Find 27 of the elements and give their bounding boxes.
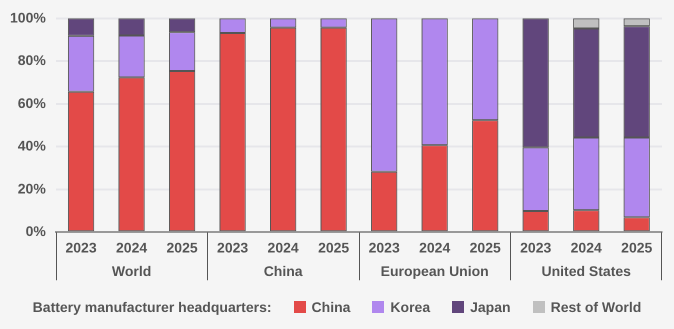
text: China [264,263,303,280]
x-tick-label: 2025 [470,239,501,256]
y-tick-label: 60% [18,94,46,111]
x-tick-label: 2025 [621,239,653,256]
legend-label: Korea [390,299,430,315]
x-tick-label: 2025 [318,239,350,256]
text: World [112,263,152,280]
legend-label: China [312,299,350,315]
x-tick-label: 2023 [217,239,248,256]
x-tick-label: 2024 [116,239,148,256]
x-tick-label: 2023 [65,239,97,256]
legend-title: Battery manufacturer headquarters: [32,299,272,315]
x-tick-label: 2023 [368,239,400,256]
text: United States [541,263,632,280]
x-tick-label: 2024 [419,239,450,256]
x-tick-label: 2024 [268,239,299,256]
y-tick-label: 40% [18,138,46,154]
text: European Union [380,263,489,280]
x-tick-label: 2025 [166,239,198,256]
legend-label: Japan [470,299,511,315]
y-tick-label: 0% [26,223,46,240]
x-tick-label: 2024 [570,239,602,256]
y-tick-label: 20% [18,180,46,196]
y-tick-label: 100% [10,9,46,26]
y-tick-label: 80% [18,52,46,68]
legend-label: Rest of World [550,299,642,315]
x-tick-label: 2023 [520,239,552,256]
